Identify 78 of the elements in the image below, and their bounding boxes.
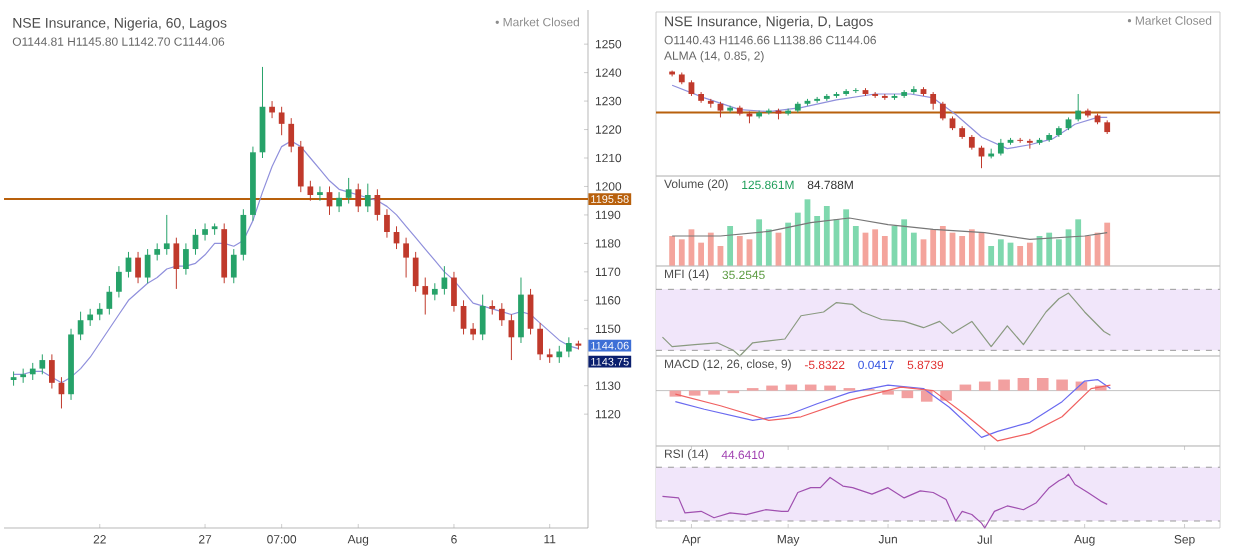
bar xyxy=(988,245,995,266)
bar xyxy=(1056,379,1068,391)
candlestick xyxy=(470,322,476,341)
bar xyxy=(1075,219,1082,266)
candlestick xyxy=(518,276,524,344)
bar xyxy=(1017,245,1024,266)
candlestick xyxy=(278,106,285,136)
candlestick xyxy=(422,276,429,315)
candlestick xyxy=(939,101,946,121)
bar xyxy=(736,235,743,266)
candlestick xyxy=(135,251,141,284)
candlestick xyxy=(355,182,362,213)
bar xyxy=(940,390,952,401)
candlestick xyxy=(451,271,457,312)
bar xyxy=(698,242,705,266)
bar xyxy=(727,225,734,266)
bar xyxy=(1046,232,1053,266)
candlestick xyxy=(384,208,390,238)
bar xyxy=(814,215,821,266)
candlestick xyxy=(49,353,55,389)
candlestick xyxy=(412,251,419,293)
candlestick xyxy=(317,185,323,201)
bar xyxy=(881,235,888,266)
bar xyxy=(765,229,772,266)
candlestick xyxy=(479,293,486,341)
bar xyxy=(678,239,685,266)
bar xyxy=(959,235,966,266)
candlestick xyxy=(345,177,352,204)
candlestick xyxy=(269,100,275,119)
bar xyxy=(930,229,937,266)
candlestick xyxy=(106,285,113,315)
bar xyxy=(843,209,850,266)
candlestick xyxy=(240,208,247,261)
bar xyxy=(794,212,801,266)
bar xyxy=(939,225,946,266)
bar xyxy=(669,235,676,266)
candlestick xyxy=(116,265,122,298)
bar xyxy=(785,222,792,266)
bar xyxy=(997,239,1004,266)
bar xyxy=(1055,239,1062,266)
bar xyxy=(824,385,836,391)
candlestick xyxy=(288,117,295,153)
bar xyxy=(688,390,701,396)
bar xyxy=(1104,222,1111,266)
bar xyxy=(804,384,817,391)
candlestick xyxy=(297,140,304,193)
candlestick xyxy=(727,104,734,113)
bar xyxy=(978,381,991,391)
candlestick xyxy=(230,248,237,284)
bar xyxy=(998,379,1010,391)
bar xyxy=(823,205,830,266)
bar xyxy=(707,232,714,266)
bar xyxy=(901,219,908,266)
bar xyxy=(1036,377,1049,391)
candlestick xyxy=(173,236,180,290)
candlestick xyxy=(537,322,543,361)
candlestick xyxy=(1075,93,1082,122)
candlestick xyxy=(307,180,314,201)
candlestick xyxy=(498,302,505,327)
bar xyxy=(766,385,778,391)
candlestick xyxy=(183,242,189,275)
bar xyxy=(968,229,975,266)
candlestick xyxy=(403,236,409,278)
bar xyxy=(1026,242,1033,266)
bar xyxy=(785,384,798,391)
bar xyxy=(756,219,763,266)
candlestick xyxy=(163,214,170,256)
candlestick xyxy=(364,182,371,213)
bar xyxy=(1017,377,1030,391)
candlestick xyxy=(202,222,208,241)
bar xyxy=(1084,235,1091,266)
candlestick xyxy=(565,336,572,358)
bar xyxy=(910,232,917,266)
bar xyxy=(959,384,972,391)
bar xyxy=(852,225,859,266)
bar xyxy=(872,229,879,266)
candlestick xyxy=(39,353,46,375)
candlestick xyxy=(336,191,342,213)
